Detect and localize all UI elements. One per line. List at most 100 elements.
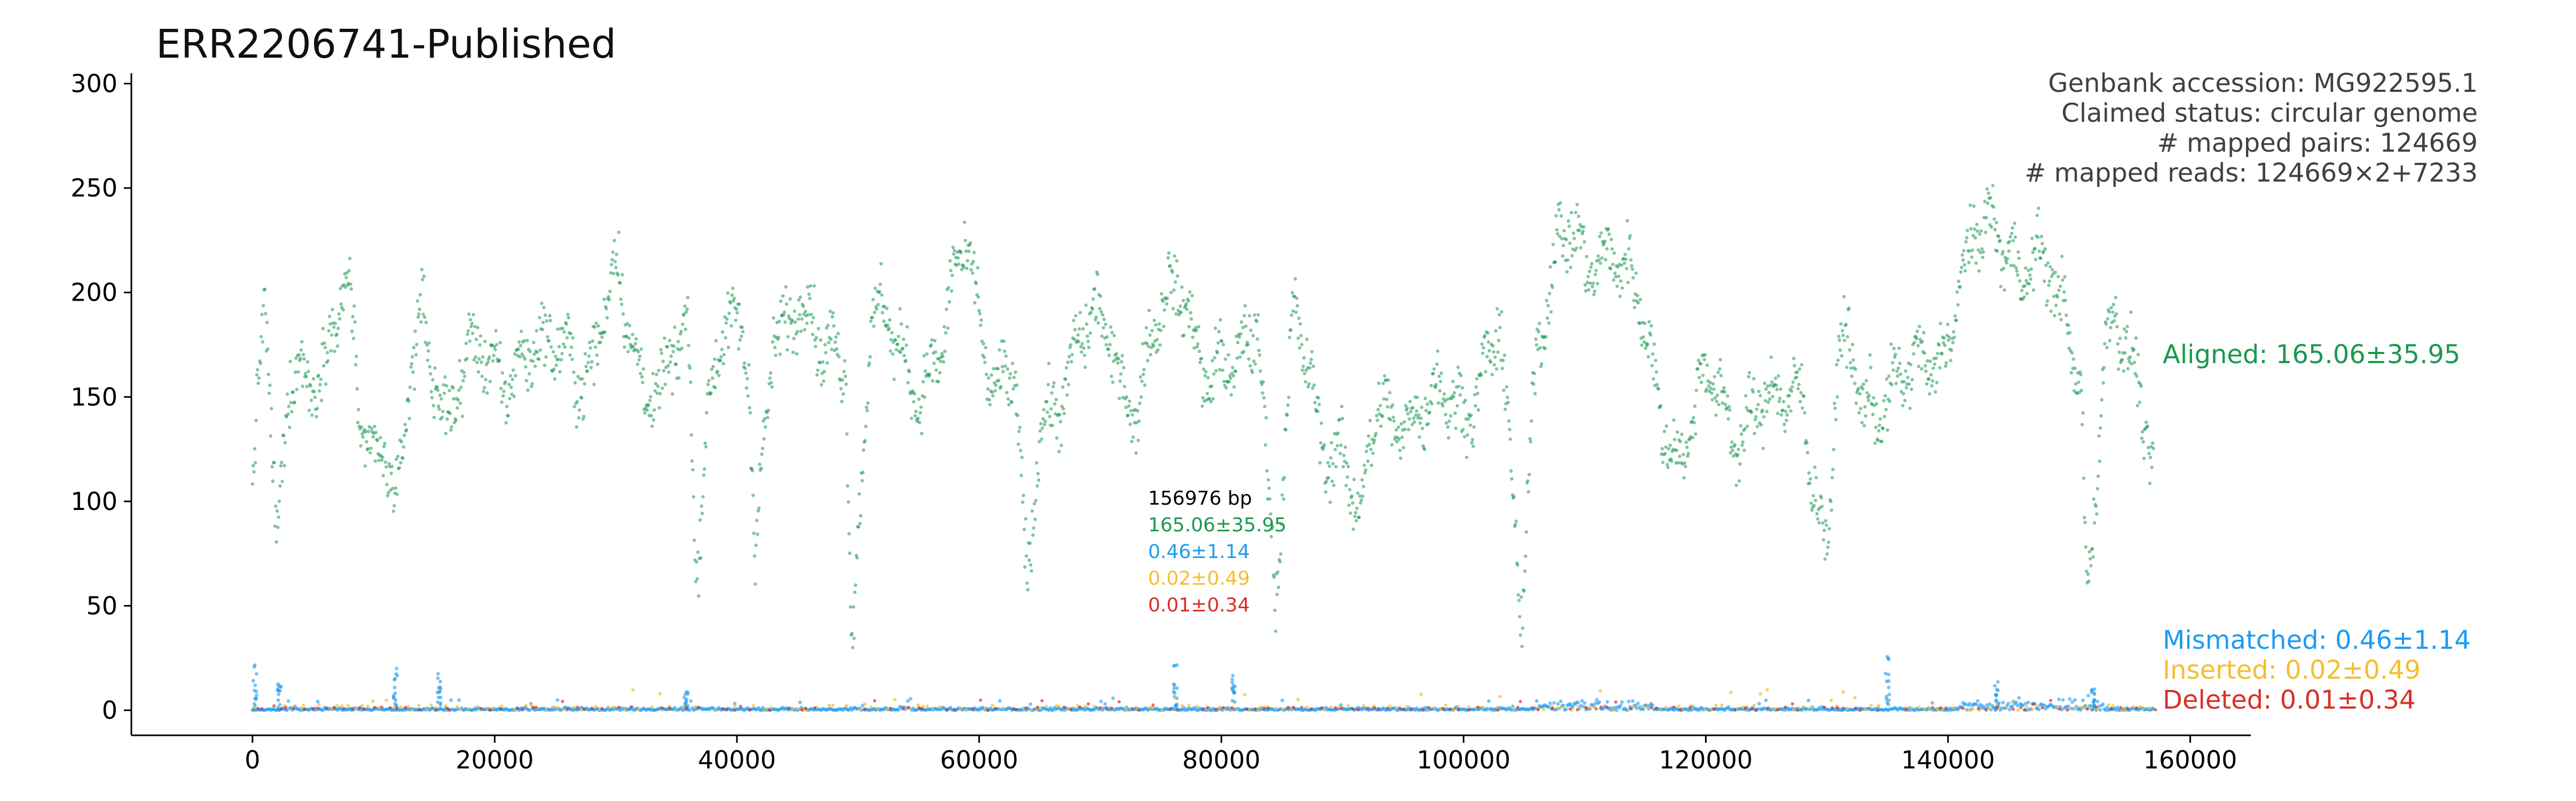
coverage-point (1743, 706, 1747, 710)
coverage-point (1348, 488, 1352, 492)
coverage-point (826, 324, 830, 327)
coverage-point (1647, 320, 1651, 324)
coverage-point (538, 348, 542, 352)
coverage-point (337, 312, 341, 316)
coverage-point (546, 335, 549, 339)
coverage-point (254, 419, 258, 422)
coverage-point (1386, 378, 1390, 382)
coverage-point (1339, 443, 1343, 447)
coverage-point (1326, 461, 1330, 465)
coverage-point (1495, 367, 1498, 371)
coverage-point (1837, 334, 1841, 339)
coverage-point (669, 360, 672, 364)
coverage-point (1959, 270, 1963, 274)
coverage-point (355, 355, 358, 358)
coverage-point (790, 319, 795, 323)
coverage-point (796, 317, 800, 321)
coverage-point (2057, 312, 2062, 316)
coverage-point (2059, 318, 2063, 321)
coverage-point (711, 365, 715, 368)
coverage-point (684, 327, 688, 331)
coverage-point (1946, 339, 1951, 342)
coverage-point (1596, 281, 1599, 286)
coverage-point (1819, 496, 1823, 500)
y-tick-label: 200 (70, 278, 117, 307)
coverage-point (2089, 564, 2093, 568)
coverage-point (1029, 563, 1033, 567)
coverage-point (689, 380, 693, 384)
coverage-point (860, 478, 864, 483)
coverage-point (2005, 261, 2008, 265)
coverage-point (502, 389, 506, 393)
coverage-point (731, 286, 735, 290)
coverage-point (1356, 708, 1360, 712)
coverage-point (1329, 456, 1333, 460)
mismatched-points (250, 655, 2156, 712)
coverage-point (1082, 346, 1086, 350)
coverage-point (1497, 313, 1502, 317)
coverage-point (2074, 382, 2078, 386)
coverage-point (1017, 429, 1021, 433)
coverage-point (1127, 404, 1131, 408)
coverage-point (721, 330, 725, 334)
coverage-point (582, 414, 586, 419)
coverage-point (260, 707, 264, 711)
coverage-point (816, 327, 821, 331)
coverage-point (1259, 369, 1262, 373)
coverage-point (417, 312, 421, 316)
coverage-point (438, 687, 443, 691)
coverage-point (1648, 333, 1653, 337)
coverage-point (648, 398, 652, 403)
coverage-point (1836, 358, 1840, 362)
coverage-point (1230, 678, 1234, 681)
coverage-point (2088, 557, 2092, 561)
coverage-point (1853, 381, 1857, 386)
coverage-point (1489, 360, 1493, 364)
coverage-point (657, 406, 662, 410)
coverage-point (423, 316, 427, 319)
coverage-point (327, 329, 331, 333)
coverage-point (766, 409, 771, 412)
coverage-point (1261, 380, 1265, 384)
coverage-point (575, 425, 578, 429)
coverage-point (603, 330, 607, 334)
coverage-point (941, 355, 945, 358)
coverage-point (2070, 700, 2075, 704)
coverage-point (536, 350, 539, 354)
coverage-point (1084, 303, 1088, 307)
coverage-point (260, 312, 264, 317)
coverage-point (1297, 316, 1301, 320)
coverage-point (391, 509, 395, 513)
coverage-point (1151, 706, 1155, 710)
coverage-point (1019, 474, 1023, 477)
coverage-point (922, 354, 926, 358)
coverage-point (1262, 706, 1266, 710)
coverage-point (1801, 705, 1805, 709)
coverage-point (1776, 708, 1779, 711)
coverage-point (726, 345, 731, 349)
coverage-point (1188, 290, 1192, 294)
coverage-point (1050, 391, 1054, 395)
coverage-point (2084, 545, 2088, 549)
coverage-point (595, 353, 599, 357)
coverage-point (1419, 693, 1423, 696)
coverage-point (1444, 703, 1448, 707)
coverage-point (492, 345, 497, 349)
coverage-point (1174, 704, 1177, 708)
coverage-point (1436, 349, 1440, 353)
coverage-point (1962, 263, 1966, 266)
coverage-point (1496, 350, 1500, 354)
coverage-point (1435, 362, 1439, 366)
coverage-point (1859, 406, 1863, 411)
coverage-point (426, 358, 429, 362)
coverage-point (1588, 281, 1592, 285)
coverage-point (265, 320, 269, 325)
coverage-point (1268, 497, 1272, 501)
coverage-point (1333, 447, 1337, 451)
coverage-point (1930, 384, 1934, 388)
coverage-point (1973, 227, 1977, 231)
coverage-point (1910, 706, 1913, 710)
coverage-point (846, 500, 850, 504)
coverage-point (1157, 322, 1161, 326)
coverage-point (1144, 326, 1148, 329)
